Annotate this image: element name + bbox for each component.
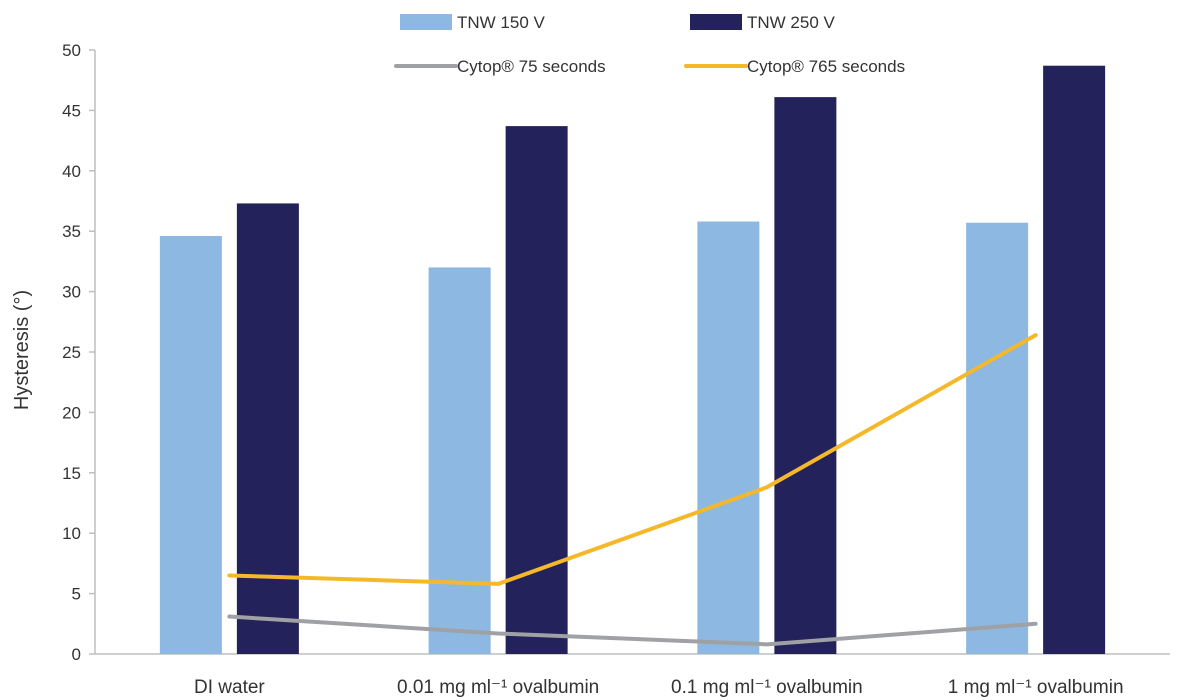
legend-swatch bbox=[400, 14, 452, 30]
legend: TNW 150 V TNW 250 V Cytop® 75 seconds Cytop… bbox=[394, 13, 905, 76]
legend-label: Cytop® 765 seconds bbox=[747, 57, 905, 76]
bar bbox=[966, 222, 1029, 654]
y-tick-label: 30 bbox=[62, 283, 81, 302]
bar bbox=[236, 203, 299, 654]
x-category-label: DI water bbox=[194, 677, 265, 698]
legend-label: TNW 150 V bbox=[457, 13, 546, 32]
bar bbox=[428, 267, 491, 654]
series-line bbox=[227, 614, 1038, 647]
y-tick-label: 5 bbox=[72, 585, 81, 604]
bar bbox=[1043, 65, 1106, 655]
legend-swatch bbox=[690, 14, 742, 30]
y-tick-label: 45 bbox=[62, 101, 81, 120]
x-category-label: 1 mg ml⁻¹ ovalbumin bbox=[948, 677, 1124, 698]
legend-label: Cytop® 75 seconds bbox=[457, 57, 606, 76]
legend-label: TNW 250 V bbox=[747, 13, 836, 32]
y-tick-label: 0 bbox=[72, 645, 81, 664]
y-tick-label: 20 bbox=[62, 403, 81, 422]
bar bbox=[774, 97, 837, 654]
y-axis: 0 5 10 15 20 25 30 35 40 45 50 bbox=[62, 41, 96, 664]
bar bbox=[505, 126, 568, 654]
y-tick-label: 15 bbox=[62, 464, 81, 483]
y-tick-label: 35 bbox=[62, 222, 81, 241]
x-category-label: 0.1 mg ml⁻¹ ovalbumin bbox=[671, 677, 863, 698]
y-axis-title: Hysteresis (°) bbox=[11, 290, 33, 410]
y-tick-label: 50 bbox=[62, 41, 81, 60]
bar bbox=[159, 236, 222, 655]
y-tick-label: 10 bbox=[62, 524, 81, 543]
y-tick-label: 25 bbox=[62, 343, 81, 362]
x-category-label: 0.01 mg ml⁻¹ ovalbumin bbox=[397, 677, 599, 698]
bar bbox=[697, 221, 760, 654]
series-lines bbox=[227, 333, 1038, 647]
x-axis: DI water 0.01 mg ml⁻¹ ovalbumin 0.1 mg ml⁻… bbox=[95, 653, 1170, 698]
series-line bbox=[227, 333, 1038, 586]
y-tick-label: 40 bbox=[62, 162, 81, 181]
bars bbox=[159, 65, 1106, 655]
